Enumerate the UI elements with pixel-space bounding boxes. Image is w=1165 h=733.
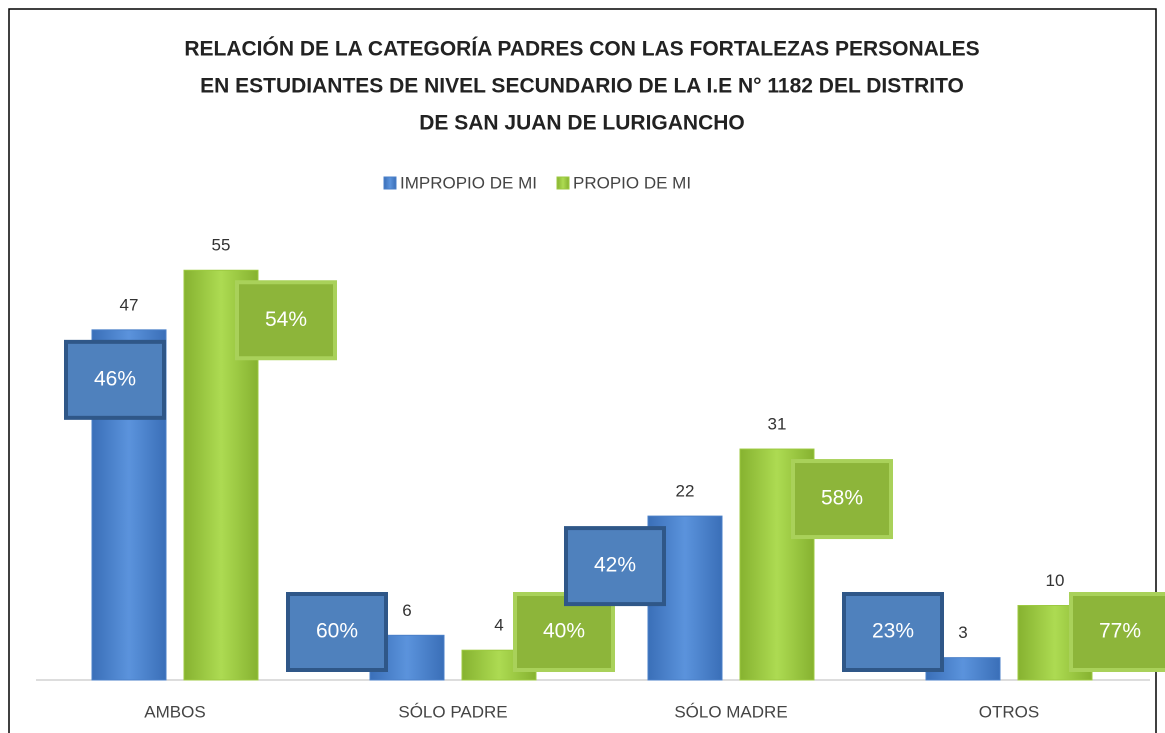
percent-box <box>513 592 615 672</box>
data-label: 6 <box>402 601 411 620</box>
chart-title: RELACIÓN DE LA CATEGORÍA PADRES CON LAS … <box>184 37 979 61</box>
data-label: 10 <box>1046 571 1065 590</box>
percent-label: 46% <box>94 367 136 390</box>
x-tick-label: AMBOS <box>144 702 205 721</box>
percent-box <box>64 339 166 420</box>
percent-label: 58% <box>821 487 863 510</box>
frame <box>8 8 1157 733</box>
percent-label: 54% <box>265 308 307 331</box>
percent-label: 42% <box>594 554 636 577</box>
percent-label: 40% <box>543 620 585 643</box>
legend-label: PROPIO DE MI <box>573 173 691 192</box>
x-tick-label: SÓLO PADRE <box>398 702 507 721</box>
data-label: 31 <box>768 415 787 434</box>
legend-swatch <box>556 176 570 190</box>
percent-label: 60% <box>316 620 358 643</box>
data-label: 55 <box>212 236 231 255</box>
percent-box <box>235 280 337 361</box>
chart-title: EN ESTUDIANTES DE NIVEL SECUNDARIO DE LA… <box>200 75 964 98</box>
percent-box <box>286 592 388 672</box>
percent-box <box>564 526 666 607</box>
data-label: 47 <box>120 295 139 314</box>
percent-box <box>842 592 944 672</box>
percent-label: 23% <box>872 620 914 643</box>
data-label: 4 <box>494 616 503 635</box>
x-tick-label: SÓLO MADRE <box>674 702 787 721</box>
legend-swatch <box>383 176 397 190</box>
data-label: 3 <box>958 623 967 642</box>
legend-label: IMPROPIO DE MI <box>400 173 537 192</box>
data-label: 22 <box>676 482 695 501</box>
percent-box <box>791 459 893 540</box>
chart-title: DE SAN JUAN DE LURIGANCHO <box>419 112 745 135</box>
x-tick-label: OTROS <box>979 702 1039 721</box>
percent-box <box>1069 592 1165 672</box>
percent-label: 77% <box>1099 620 1141 643</box>
